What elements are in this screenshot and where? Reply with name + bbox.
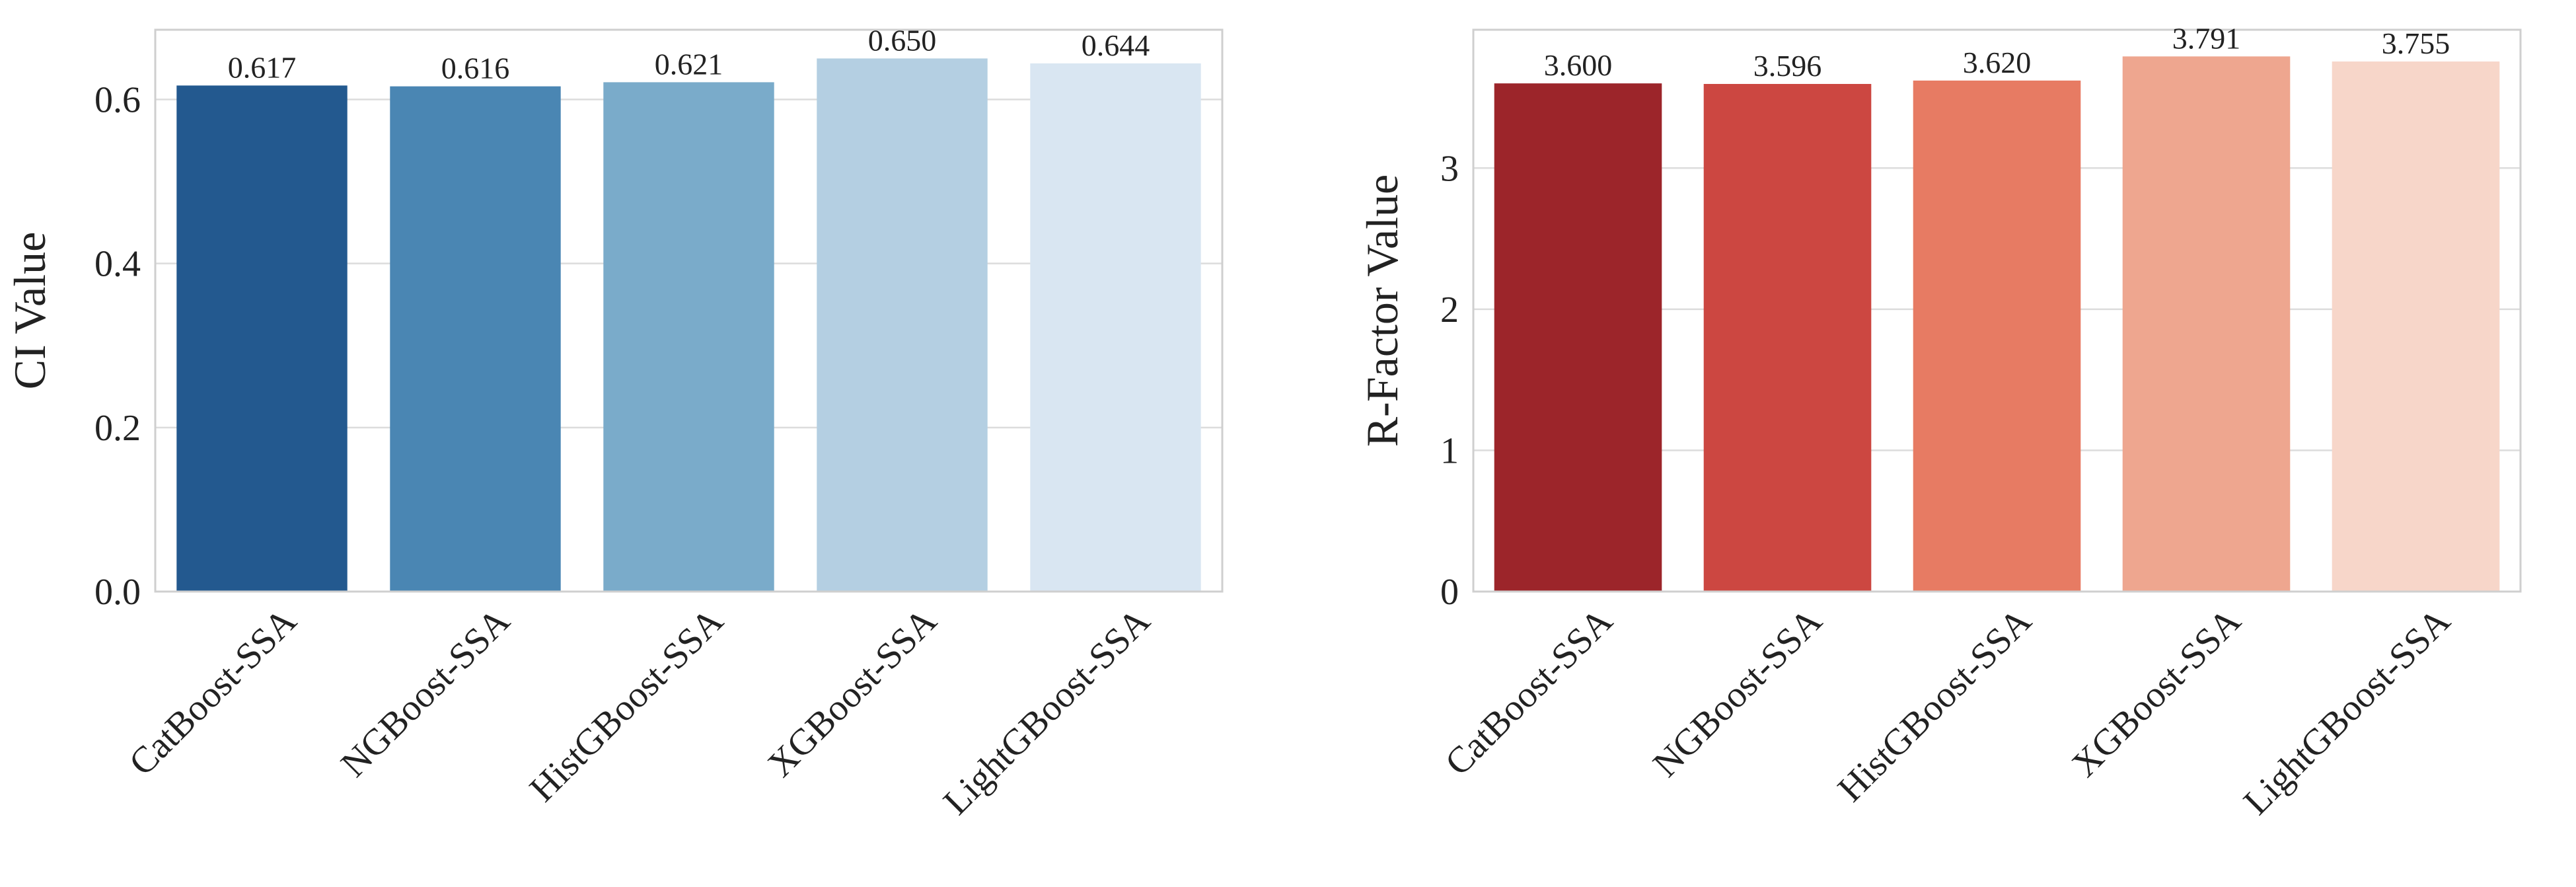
plot-frame [1472, 28, 2522, 593]
x-category-label: LightGBoost-SSA [2236, 600, 2458, 823]
bar-value-label: 0.616 [441, 52, 510, 85]
bar-value-label: 3.791 [2172, 21, 2241, 55]
bar-value-label: 3.596 [1753, 49, 1822, 83]
bar-1 [1703, 84, 1872, 592]
x-category-label: XGBoost-SSA [2064, 600, 2249, 785]
y-axis-label: CI Value [5, 232, 55, 390]
x-category-label: CatBoost-SSA [1438, 600, 1621, 783]
bar-2 [603, 82, 774, 592]
x-category-label: LightGBoost-SSA [936, 600, 1158, 823]
bar-value-label: 0.644 [1082, 28, 1150, 62]
y-tick-label: 0 [1440, 572, 1459, 613]
x-category-label: XGBoost-SSA [760, 600, 945, 785]
y-axis-label: R-Factor Value [1357, 174, 1407, 447]
bar-value-label: 3.755 [2382, 26, 2450, 60]
bar-4 [1030, 63, 1201, 592]
bar-value-label: 0.617 [228, 50, 297, 84]
x-category-label: CatBoost-SSA [122, 600, 305, 783]
r-factor-value-chart: 3.600 3.596 3.620 3.791 3.755 0 1 2 3 CatBoost-SS… [1357, 21, 2522, 823]
x-category-label: HistGBoost-SSA [1830, 600, 2040, 810]
bar-0 [176, 85, 348, 592]
x-category-label: NGBoost-SSA [333, 600, 518, 785]
bar-value-label: 0.621 [655, 47, 723, 81]
bar-0 [1494, 83, 1662, 592]
plot-frame [154, 28, 1224, 593]
ci-value-chart: 0.617 0.616 0.621 0.650 0.644 0.0 0.2 0.4 0.6 Cat… [5, 23, 1224, 823]
y-tick-label: 3 [1440, 148, 1459, 189]
bar-4 [2332, 61, 2500, 592]
y-tick-label: 1 [1440, 430, 1459, 471]
y-tick-label: 0.4 [94, 244, 141, 285]
bar-value-label: 3.600 [1544, 48, 1613, 82]
y-tick-label: 0.6 [94, 79, 141, 120]
x-category-label: NGBoost-SSA [1645, 600, 1830, 785]
y-tick-label: 0.0 [94, 572, 141, 613]
bar-3 [817, 58, 988, 592]
bar-2 [1913, 80, 2081, 592]
bar-3 [2122, 56, 2291, 592]
x-category-label: HistGBoost-SSA [522, 600, 731, 810]
bar-value-label: 3.620 [1963, 46, 2032, 79]
y-tick-label: 0.2 [94, 408, 141, 449]
y-tick-label: 2 [1440, 289, 1459, 330]
bar-1 [390, 86, 561, 592]
bar-value-label: 0.650 [868, 23, 937, 57]
